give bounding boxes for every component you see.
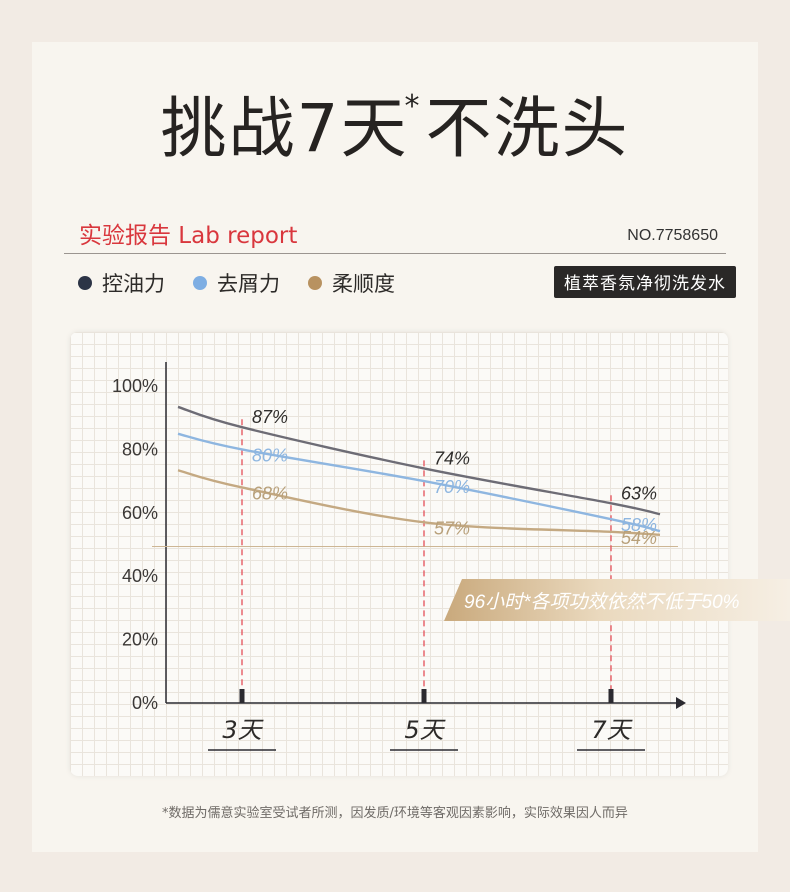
legend-label: 控油力 (102, 272, 165, 296)
legend-dot-gold (308, 276, 322, 290)
annotation-text: 96小时*各项功效依然不低于50% (464, 591, 740, 613)
data-label: 58% (621, 515, 657, 535)
x-tick-label: 3天 (222, 716, 264, 744)
annotation-banner (444, 579, 790, 621)
series-line-1 (177, 405, 661, 516)
x-tick-mark (608, 689, 614, 703)
series-line-3 (177, 469, 661, 537)
data-label: 80% (252, 445, 288, 465)
product-badge: 植萃香氛净彻洗发水 (554, 266, 736, 298)
x-tick-label: 7天 (591, 716, 633, 744)
page-title: 挑战7天*不洗头 (0, 92, 790, 162)
legend-item-smoothness: 柔顺度 (308, 268, 395, 298)
title-tail: 不洗头 (425, 90, 630, 167)
data-label: 70% (434, 477, 470, 497)
data-label: 63% (621, 483, 657, 503)
y-tick-label: 80% (122, 439, 158, 459)
legend-dot-blue (193, 276, 207, 290)
chart-legend: 控油力 去屑力 柔顺度 (78, 268, 395, 298)
chart-panel (70, 332, 728, 776)
legend-label: 柔顺度 (332, 272, 395, 296)
data-label: 54% (621, 528, 657, 548)
x-tick-mark (239, 689, 245, 703)
y-tick-label: 100% (112, 376, 158, 396)
y-tick-label: 20% (122, 630, 158, 650)
x-tick-label: 5天 (404, 716, 446, 744)
series-line-2 (177, 432, 661, 533)
report-number: NO.7758650 (627, 227, 718, 244)
y-tick-label: 0% (132, 693, 158, 713)
data-label: 57% (434, 518, 470, 538)
data-label: 87% (252, 407, 288, 427)
data-label: 74% (434, 448, 470, 468)
footnote: *数据为儒意实验室受试者所测，因发质/环境等客观因素影响，实际效果因人而异 (162, 806, 628, 821)
x-tick-mark (421, 689, 427, 703)
legend-dot-dark (78, 276, 92, 290)
y-tick-label: 60% (122, 503, 158, 523)
title-main: 挑战7天 (160, 90, 409, 167)
y-tick-label: 40% (122, 566, 158, 586)
header-divider (64, 253, 726, 254)
legend-item-anti-dandruff: 去屑力 (193, 268, 280, 298)
data-label: 68% (252, 483, 288, 503)
title-footnote-mark: * (404, 89, 422, 124)
legend-label: 去屑力 (217, 272, 280, 296)
legend-item-oil-control: 控油力 (78, 268, 165, 298)
x-axis-arrow-icon (676, 697, 686, 709)
report-title: 实验报告 Lab report (79, 223, 298, 249)
